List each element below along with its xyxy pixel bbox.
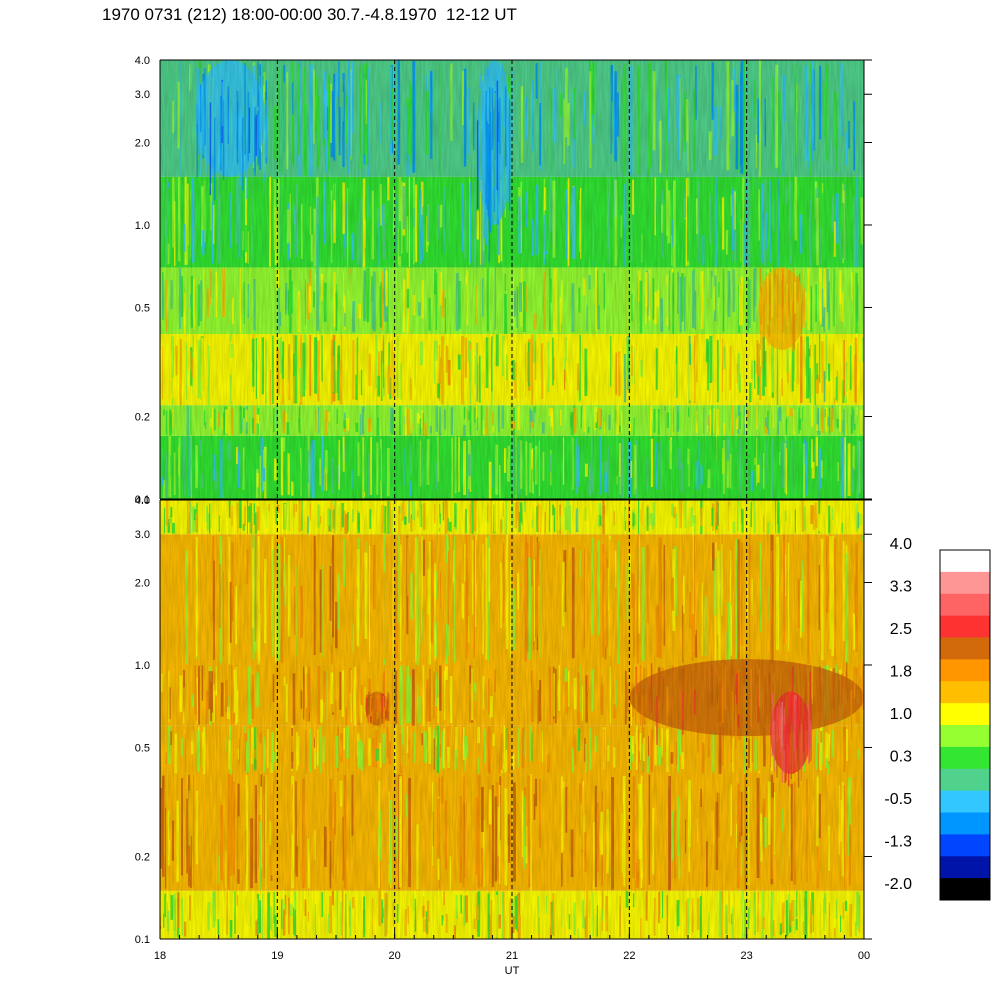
colorbar-swatch bbox=[940, 659, 990, 682]
heatmap-layer bbox=[160, 60, 864, 939]
colorbar-swatch bbox=[940, 834, 990, 857]
x-tick-label: 20 bbox=[389, 950, 401, 962]
colorbar-swatch bbox=[940, 812, 990, 835]
y-tick-label: 0.2 bbox=[135, 412, 150, 424]
colorbar-label: -0.5 bbox=[884, 791, 912, 808]
colorbar-label: 1.0 bbox=[890, 706, 912, 723]
colorbar-label: 1.8 bbox=[890, 664, 912, 681]
y-tick-label: 3.0 bbox=[135, 89, 150, 101]
colorbar-swatch bbox=[940, 703, 990, 726]
colorbar-label: 4.0 bbox=[890, 536, 912, 553]
page-title: 1970 0731 (212) 18:00-00:00 30.7.-4.8.19… bbox=[102, 5, 517, 24]
colorbar-label: 3.3 bbox=[890, 579, 912, 596]
y-tick-label: 1.0 bbox=[135, 660, 150, 672]
colorbar-label: 0.3 bbox=[890, 749, 912, 766]
colorbar-swatch bbox=[940, 571, 990, 595]
colorbar-frame bbox=[939, 549, 991, 901]
y-tick-label: 0.5 bbox=[135, 743, 150, 755]
x-tick-label: 00 bbox=[858, 950, 870, 962]
colorbar-swatch bbox=[940, 856, 990, 879]
colorbar-swatch bbox=[940, 790, 990, 814]
y-tick-label: 0.1 bbox=[135, 934, 150, 946]
y-tick-label: 0.5 bbox=[135, 303, 150, 315]
colorbar-swatch bbox=[940, 637, 990, 660]
y-tick-label: 0.1 bbox=[135, 494, 150, 506]
heatmap-panel-lower bbox=[160, 500, 864, 939]
axes-layer: 0.10.20.51.02.03.04.00.10.20.51.02.03.04… bbox=[135, 55, 872, 977]
x-tick-label: 19 bbox=[271, 950, 283, 962]
x-tick-label: 23 bbox=[741, 950, 753, 962]
y-tick-label: 2.0 bbox=[135, 138, 150, 150]
colorbar-swatch bbox=[940, 878, 990, 901]
x-axis-label: UT bbox=[505, 965, 520, 977]
colorbar-swatch bbox=[940, 768, 990, 792]
y-tick-label: 2.0 bbox=[135, 578, 150, 590]
x-tick-label: 22 bbox=[623, 950, 635, 962]
colorbar-swatch bbox=[940, 725, 990, 748]
y-tick-label: 4.0 bbox=[135, 495, 150, 507]
y-tick-label: 0.2 bbox=[135, 852, 150, 864]
colorbar-label: 2.5 bbox=[890, 621, 912, 638]
heatmap-panel-upper bbox=[160, 60, 864, 499]
colorbar-swatch bbox=[940, 681, 990, 704]
y-tick-label: 3.0 bbox=[135, 529, 150, 541]
colorbar-label: -2.0 bbox=[884, 876, 912, 893]
x-tick-label: 21 bbox=[506, 950, 518, 962]
colorbar-swatch bbox=[940, 593, 990, 617]
colorbar-swatch bbox=[940, 615, 990, 639]
colorbar-label: -1.3 bbox=[884, 834, 912, 851]
colorbar: 4.0 3.3 2.5 1.8 1.0 0.3 -0.5 -1.3 -2.0 bbox=[884, 536, 991, 901]
colorbar-swatch bbox=[940, 550, 990, 573]
x-tick-label: 18 bbox=[154, 950, 166, 962]
y-tick-label: 4.0 bbox=[135, 55, 150, 67]
colorbar-swatch bbox=[940, 746, 990, 770]
y-tick-label: 1.0 bbox=[135, 220, 150, 232]
